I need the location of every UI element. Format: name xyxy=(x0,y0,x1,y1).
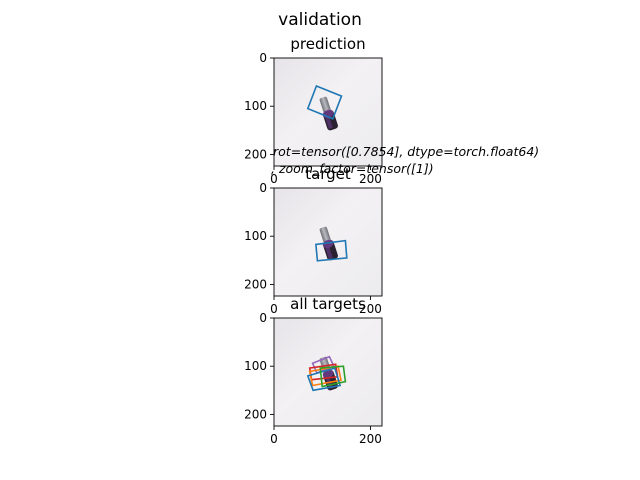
panel-title: target xyxy=(305,165,351,183)
bounding-box-blue xyxy=(306,84,343,120)
panel-title: all targets xyxy=(290,295,366,313)
axes-frame xyxy=(273,187,383,297)
annotation-line-2: , zoom_factor=tensor([1]) xyxy=(271,161,434,176)
y-tick-label: 200 xyxy=(244,407,267,421)
bounding-box-blue xyxy=(306,367,342,392)
x-tick-label: 200 xyxy=(359,302,382,316)
y-tick-label: 0 xyxy=(259,51,267,65)
x-tick-label: 200 xyxy=(359,172,382,186)
bottle-object xyxy=(319,226,338,261)
annotation-line-1: rot=tensor([0.7854], dtype=torch.float64… xyxy=(273,144,539,159)
y-tick-label: 0 xyxy=(259,311,267,325)
y-tick-label: 100 xyxy=(244,229,267,243)
bounding-box-blue xyxy=(315,239,348,262)
y-tick-label: 100 xyxy=(244,359,267,373)
figure-suptitle: validation xyxy=(278,10,362,30)
y-tick-label: 200 xyxy=(244,147,267,161)
x-tick-label: 0 xyxy=(270,172,278,186)
x-tick-label: 200 xyxy=(359,432,382,446)
x-tick-label: 0 xyxy=(270,302,278,316)
y-tick-label: 100 xyxy=(244,99,267,113)
axes-frame xyxy=(273,317,383,427)
bounding-box-green xyxy=(319,365,347,388)
panel-title: prediction xyxy=(290,35,365,53)
axes-frame xyxy=(273,57,383,167)
x-tick-label: 0 xyxy=(270,432,278,446)
y-tick-label: 0 xyxy=(259,181,267,195)
y-tick-label: 200 xyxy=(244,277,267,291)
